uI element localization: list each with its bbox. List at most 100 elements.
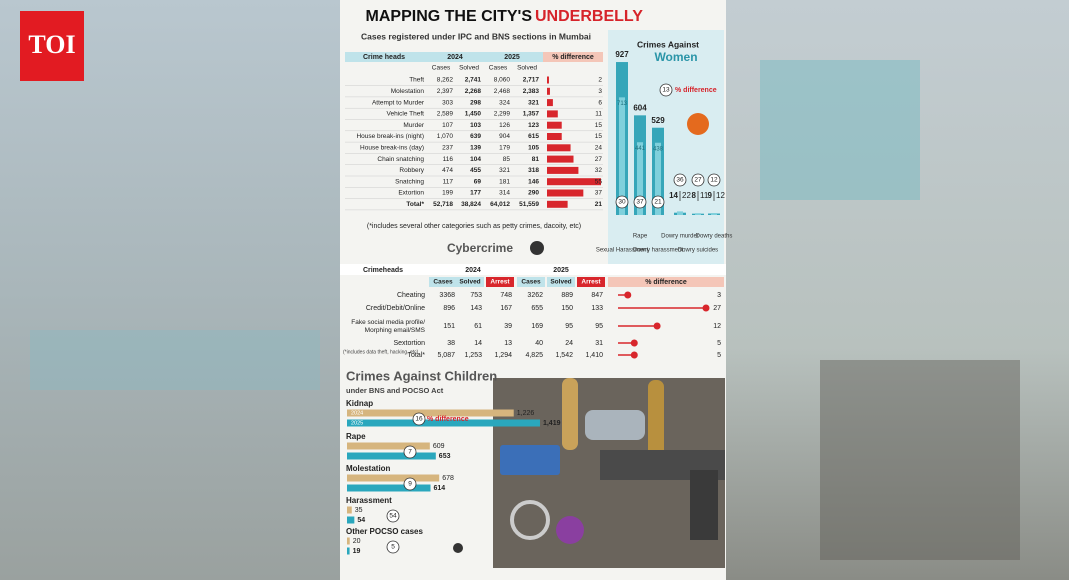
header: 2024 — [447, 54, 463, 61]
bar — [347, 409, 514, 417]
pct-bar — [547, 121, 562, 129]
cell: 298 — [470, 99, 481, 106]
value-label: 529 — [651, 116, 665, 125]
pct-bar — [547, 76, 549, 84]
cell: 14 — [474, 340, 482, 347]
value-label: 604 — [633, 103, 647, 112]
cell: 181 — [499, 178, 510, 185]
bar — [347, 442, 430, 450]
category-label: Harassment — [346, 496, 392, 505]
illustration-gun — [690, 470, 718, 540]
cell: 52,718 — [433, 201, 453, 208]
illustration-handcuff — [510, 500, 550, 540]
row-head: Fake social media profile/Morphing email… — [351, 319, 425, 334]
cell: 4,825 — [525, 352, 543, 359]
pct-dot — [702, 304, 710, 312]
row-head: Robbery — [399, 167, 424, 174]
cell: 40 — [535, 340, 543, 347]
subheader: Cases — [433, 279, 453, 286]
pct-dot — [653, 322, 661, 330]
cell: 748 — [500, 292, 512, 299]
cell: 2,741 — [465, 77, 482, 84]
footnote: (*includes data theft, hacking, etc) — [343, 349, 419, 355]
pct-bar — [547, 87, 550, 95]
pct-dot — [630, 351, 638, 359]
blur-shape — [820, 360, 1020, 560]
subtitle: Cases registered under IPC and BNS secti… — [361, 31, 591, 41]
pct-circle — [386, 509, 400, 523]
bar — [637, 142, 643, 215]
cell: 904 — [499, 133, 510, 140]
cell: 318 — [528, 167, 539, 174]
cell: 85 — [503, 156, 511, 163]
pct-circle — [673, 173, 687, 187]
row-head: Cheating — [397, 292, 425, 299]
cell: 753 — [470, 292, 482, 299]
row-head: House break-ins (day) — [360, 145, 424, 152]
cell: 39 — [504, 323, 512, 330]
cell: 107 — [442, 122, 453, 129]
bar — [619, 97, 625, 215]
value-label: 19 — [353, 548, 361, 555]
cell: 177 — [470, 190, 481, 197]
pct-bar — [547, 166, 579, 174]
footnote: (*includes several other categories such… — [367, 223, 581, 230]
row-head: Chain snatching — [377, 156, 424, 163]
value-label: 35 — [355, 507, 363, 514]
legend-circle — [659, 83, 673, 97]
cell: 8,060 — [494, 77, 511, 84]
section-title: Crimes Against Children — [346, 368, 497, 383]
cell: 2,299 — [494, 111, 511, 118]
subheader: Arrest — [490, 279, 510, 286]
bar — [347, 547, 350, 555]
cell: 51,559 — [519, 201, 539, 208]
pct-label: 15 — [595, 122, 603, 129]
pct-label: 5 — [717, 340, 721, 347]
cell: 103 — [470, 122, 481, 129]
blur-right — [726, 0, 1069, 580]
category-label: Molestation — [346, 464, 391, 473]
cell: 2,468 — [494, 88, 511, 95]
cell: 321 — [528, 99, 539, 106]
pct-circle — [651, 195, 665, 209]
cell: 24 — [565, 340, 573, 347]
pct-bar — [547, 144, 571, 152]
legend-value: 13 — [662, 87, 670, 94]
cell: 655 — [531, 305, 543, 312]
pct-circle — [403, 477, 417, 491]
cell: 169 — [531, 323, 543, 330]
subheader-cell — [456, 277, 484, 287]
cell: 133 — [591, 305, 603, 312]
subheader: Cases — [521, 279, 541, 286]
row-head: Sextortion — [393, 340, 425, 347]
value-label: 14 — [669, 191, 678, 200]
pct-label: 37 — [595, 190, 603, 197]
illustration-car — [585, 410, 645, 440]
cell: 290 — [528, 190, 539, 197]
pct-dot — [630, 339, 638, 347]
pct-label: 24 — [595, 145, 603, 152]
cell: 13 — [504, 340, 512, 347]
row-head: Vehicle Theft — [387, 111, 425, 118]
subheader-cell — [486, 277, 514, 287]
cell: 8,262 — [437, 77, 454, 84]
value-label: 713 — [617, 101, 628, 107]
cell: 167 — [500, 305, 512, 312]
row-head: Extortion — [398, 190, 424, 197]
pct-circle — [403, 445, 417, 459]
cell: 104 — [470, 156, 481, 163]
cell: 324 — [499, 99, 510, 106]
cell: 889 — [561, 292, 573, 299]
pct-label: 3 — [598, 88, 602, 95]
pct-label: 21 — [595, 201, 603, 208]
logo-box — [20, 11, 84, 81]
row-head: Total* — [407, 352, 425, 359]
cell: 69 — [474, 178, 482, 185]
category-label: Dowry suicides — [678, 248, 718, 254]
pct-label: 37 — [636, 199, 644, 206]
cell: 1,542 — [555, 352, 573, 359]
cell: 116 — [443, 156, 454, 163]
value-label: 12 — [716, 191, 725, 200]
cell: 639 — [470, 133, 481, 140]
pct-bar — [547, 110, 558, 118]
